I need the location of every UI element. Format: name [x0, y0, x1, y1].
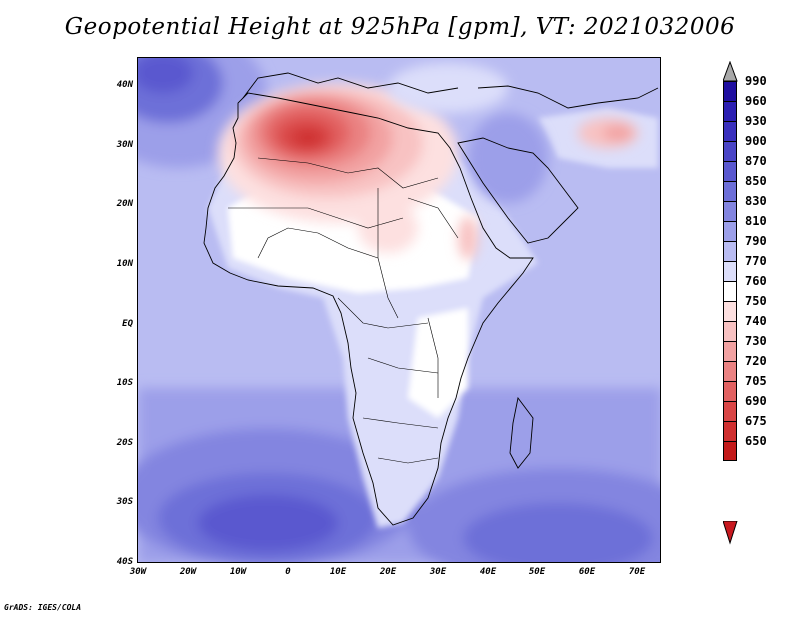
colorbar-swatch — [723, 441, 737, 461]
colorbar-level-label: 730 — [745, 334, 767, 348]
map-plot-area — [137, 57, 661, 563]
colorbar-swatch — [723, 381, 737, 401]
lon-label: 0 — [285, 567, 291, 577]
colorbar-level-label: 960 — [745, 94, 767, 108]
colorbar-level-label: 720 — [745, 354, 767, 368]
coastlines — [203, 72, 659, 526]
lon-label: 20W — [179, 567, 197, 577]
colorbar-level-label: 750 — [745, 294, 767, 308]
lon-label: 10E — [329, 567, 347, 577]
lon-label: 20E — [379, 567, 397, 577]
lat-label: 20S — [116, 438, 133, 448]
colorbar-swatch — [723, 301, 737, 321]
map-field — [138, 58, 660, 562]
colorbar-level-label: 790 — [745, 234, 767, 248]
colorbar-swatch — [723, 141, 737, 161]
colorbar-level-label: 990 — [745, 74, 767, 88]
colorbar-swatch — [723, 81, 737, 101]
lon-label: 30E — [429, 567, 447, 577]
colorbar-level-label: 740 — [745, 314, 767, 328]
colorbar-level-label: 650 — [745, 434, 767, 448]
lat-label: 40S — [116, 557, 133, 567]
lat-label: 10N — [116, 259, 133, 269]
borders — [228, 157, 459, 464]
lon-label: 60E — [578, 567, 596, 577]
colorbar-swatch — [723, 401, 737, 421]
colorbar-level-label: 830 — [745, 194, 767, 208]
colorbar-swatch — [723, 121, 737, 141]
colorbar-swatch — [723, 421, 737, 441]
colorbar-level-label: 690 — [745, 394, 767, 408]
lat-label: EQ — [122, 319, 133, 329]
colorbar-swatch — [723, 261, 737, 281]
lon-label: 70E — [628, 567, 646, 577]
eurasia-coast — [477, 85, 659, 109]
arabia-coast — [457, 137, 579, 244]
lon-label: 10W — [229, 567, 247, 577]
colorbar-level-label: 760 — [745, 274, 767, 288]
colorbar-swatch — [723, 181, 737, 201]
colorbar-bottom-arrow — [723, 521, 738, 545]
colorbar-level-label: 770 — [745, 254, 767, 268]
lat-label: 20N — [116, 199, 133, 209]
europe-coast — [242, 72, 459, 99]
lat-label: 10S — [116, 378, 133, 388]
colorbar-swatch — [723, 241, 737, 261]
colorbar-level-label: 810 — [745, 214, 767, 228]
colorbar-level-label: 705 — [745, 374, 767, 388]
africa-coast — [203, 92, 534, 526]
madagascar — [509, 396, 534, 469]
lat-label: 30S — [116, 497, 133, 507]
colorbar-level-label: 870 — [745, 154, 767, 168]
colorbar-top-arrow — [723, 61, 738, 82]
lon-label: 30W — [129, 567, 147, 577]
arabia-field — [388, 63, 548, 203]
lat-label: 30N — [116, 140, 133, 150]
colorbar-level-label: 900 — [745, 134, 767, 148]
colorbar-level-label: 675 — [745, 414, 767, 428]
colorbar-swatch — [723, 321, 737, 341]
grads-credit: GrADS: IGES/COLA — [4, 603, 82, 612]
colorbar-swatch — [723, 281, 737, 301]
colorbar-swatch — [723, 201, 737, 221]
colorbar-swatch — [723, 161, 737, 181]
map-title: Geopotential Height at 925hPa [gpm], VT:… — [64, 14, 736, 40]
lon-label: 50E — [528, 567, 546, 577]
lat-label: 40N — [116, 80, 133, 90]
colorbar-level-label: 850 — [745, 174, 767, 188]
lon-label: 40E — [479, 567, 497, 577]
colorbar-swatch — [723, 101, 737, 121]
colorbar-swatch — [723, 341, 737, 361]
colorbar-swatch — [723, 361, 737, 381]
colorbar-level-label: 930 — [745, 114, 767, 128]
colorbar-swatch — [723, 221, 737, 241]
